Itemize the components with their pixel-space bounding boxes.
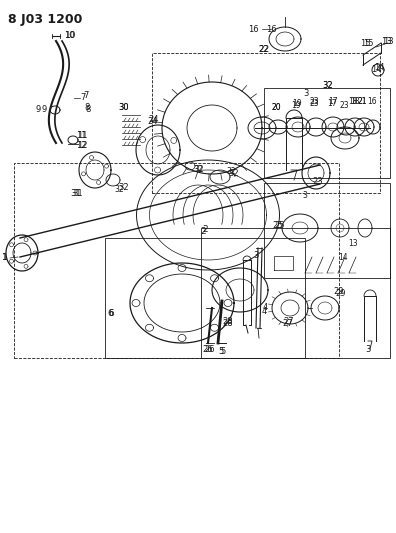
Text: 27: 27 <box>283 318 293 327</box>
Text: 23: 23 <box>312 176 323 185</box>
Text: 8: 8 <box>84 103 89 112</box>
Text: 10: 10 <box>64 31 74 41</box>
Text: 13: 13 <box>381 36 392 45</box>
Text: 23: 23 <box>309 99 319 108</box>
Text: 14: 14 <box>338 253 348 262</box>
Text: 32: 32 <box>322 80 333 90</box>
Text: 18: 18 <box>348 96 358 106</box>
Text: 28: 28 <box>222 318 232 327</box>
Text: 31: 31 <box>72 189 83 198</box>
Text: 16: 16 <box>248 26 259 35</box>
Text: 8 J03 1200: 8 J03 1200 <box>8 13 82 26</box>
Text: 6: 6 <box>107 309 113 318</box>
Text: 21: 21 <box>358 96 367 106</box>
Text: 31: 31 <box>70 189 81 198</box>
Text: 12: 12 <box>77 141 88 150</box>
Text: 22: 22 <box>258 45 269 54</box>
Text: 17: 17 <box>328 96 338 106</box>
Text: 24: 24 <box>147 117 158 125</box>
Text: 4: 4 <box>263 303 268 312</box>
Text: 24: 24 <box>148 116 158 125</box>
Text: 16: 16 <box>367 96 377 106</box>
Text: 3: 3 <box>302 190 307 199</box>
Text: 7: 7 <box>83 92 88 101</box>
Text: 28: 28 <box>222 319 232 327</box>
Text: 7: 7 <box>80 93 86 102</box>
Text: 19: 19 <box>292 99 302 108</box>
Text: 32: 32 <box>194 166 204 174</box>
Text: 23: 23 <box>309 96 319 106</box>
Text: 32: 32 <box>114 184 124 193</box>
Text: 14: 14 <box>374 62 385 71</box>
Text: 13: 13 <box>383 36 394 45</box>
Text: 3: 3 <box>253 251 258 260</box>
Text: 11: 11 <box>76 131 86 140</box>
Text: 23: 23 <box>340 101 350 109</box>
Bar <box>105 238 305 358</box>
Text: 29: 29 <box>335 288 345 297</box>
Text: 32: 32 <box>118 183 129 192</box>
Text: 32: 32 <box>228 168 239 177</box>
Text: 26: 26 <box>202 345 213 354</box>
Text: 17: 17 <box>327 99 337 108</box>
Text: 1: 1 <box>2 254 8 262</box>
Text: 4: 4 <box>262 306 267 316</box>
Text: 5: 5 <box>218 346 223 356</box>
Text: 1: 1 <box>2 253 8 262</box>
Text: 3: 3 <box>365 345 370 354</box>
Text: 25: 25 <box>274 221 284 230</box>
Text: 25: 25 <box>272 221 282 230</box>
Text: 21: 21 <box>358 96 367 106</box>
Text: 13: 13 <box>348 238 358 247</box>
Text: 15: 15 <box>363 38 373 47</box>
Text: 18: 18 <box>350 96 360 106</box>
Text: 30: 30 <box>118 103 129 112</box>
Text: 8: 8 <box>85 106 90 115</box>
Bar <box>152 53 380 193</box>
Text: 6: 6 <box>108 309 114 318</box>
Text: 16: 16 <box>266 25 277 34</box>
Text: 27: 27 <box>282 319 293 327</box>
Bar <box>264 183 390 278</box>
Text: 20: 20 <box>272 102 282 111</box>
Text: 19: 19 <box>291 101 301 109</box>
Text: 9: 9 <box>42 106 47 115</box>
Text: 20: 20 <box>272 103 282 112</box>
Text: 29: 29 <box>333 287 343 296</box>
Text: 30: 30 <box>118 102 129 111</box>
Text: 11: 11 <box>77 132 88 141</box>
Text: 3: 3 <box>303 88 308 98</box>
Bar <box>201 228 390 358</box>
Text: 32: 32 <box>322 80 333 90</box>
Text: 14: 14 <box>371 66 381 75</box>
Text: 5: 5 <box>220 346 225 356</box>
Text: 22: 22 <box>258 45 268 54</box>
Text: 9: 9 <box>35 106 40 115</box>
Text: 26: 26 <box>204 345 215 354</box>
Text: 15: 15 <box>360 38 371 47</box>
Text: 2: 2 <box>202 225 208 235</box>
Text: 2: 2 <box>200 227 206 236</box>
Text: 10: 10 <box>65 30 76 39</box>
Text: 12: 12 <box>76 141 86 149</box>
Text: 32: 32 <box>226 166 236 175</box>
Bar <box>14 163 339 358</box>
Bar <box>264 88 390 178</box>
Text: 32: 32 <box>193 166 203 174</box>
